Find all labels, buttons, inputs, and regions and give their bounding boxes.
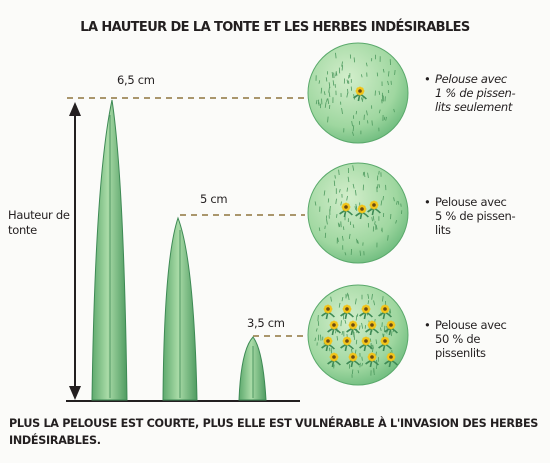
dandelion-icon [353,86,367,102]
dandelion-icon [321,336,335,352]
caption: PLUS LA PELOUSE EST COURTE, PLUS ELLE ES… [9,417,539,447]
dandelion-icon [346,352,360,368]
grass-blade-medium [162,216,198,401]
lawn-description-3-line-1: Pelouse avec [435,318,507,332]
diagram-title: LA HAUTEUR DE LA TONTE ET LES HERBES IND… [80,20,470,35]
height-label-5: 5 cm [200,192,228,206]
dandelion-icon [355,204,369,220]
axis-label-line-2: tonte [8,223,37,237]
lawn-circle-3 [307,284,409,386]
dandelion-icon [321,304,335,320]
lawn-description-1-line-2: 1 % de pissen- [435,86,516,100]
dandelion-group [321,86,398,368]
bullet-icon: • [424,318,431,332]
dandelion-icon [365,320,379,336]
lawn-description-3: • Pelouse avec 50 % de pissenlits [424,318,545,360]
lawn-description-2-line-2: 5 % de pissen- [435,209,516,223]
dandelion-icon [367,200,381,216]
dandelion-icon [339,202,353,218]
axis-label: Hauteur de tonte [8,208,70,238]
height-label-6-5: 6,5 cm [117,73,155,87]
height-label-3-5: 3,5 cm [247,316,285,330]
lawn-circle-2 [307,162,409,264]
lawn-description-2-line-3: lits [435,223,451,237]
dandelion-icon [384,352,398,368]
dandelion-icon [340,336,354,352]
grass-blade-tall [91,99,128,401]
lawn-description-1: • Pelouse avec 1 % de pissen- lits seule… [424,72,545,114]
axis-label-line-1: Hauteur de [8,208,70,222]
dandelion-icon [327,352,341,368]
lawn-description-1-line-3: lits seulement [435,100,513,114]
dandelion-icon [384,320,398,336]
dandelion-icon [327,320,341,336]
dandelion-icon [378,336,392,352]
dandelion-icon [346,320,360,336]
lawn-description-1-line-1: Pelouse avec [435,72,507,86]
dandelion-icon [359,304,373,320]
dandelion-icon [340,304,354,320]
dandelion-icon [365,352,379,368]
lawn-description-2: • Pelouse avec 5 % de pissen- lits [424,195,545,237]
grass-blade-short [238,336,267,401]
lawn-grass-texture [314,52,403,378]
lawn-description-2-line-1: Pelouse avec [435,195,507,209]
dandelion-icon [378,304,392,320]
bullet-icon: • [424,72,431,86]
lawn-description-3-line-2: 50 % de [435,332,481,346]
height-arrow [69,102,81,400]
dandelion-icon [359,336,373,352]
bullet-icon: • [424,195,431,209]
guide-lines [67,97,305,337]
lawn-description-3-line-3: pissenlits [435,346,486,360]
